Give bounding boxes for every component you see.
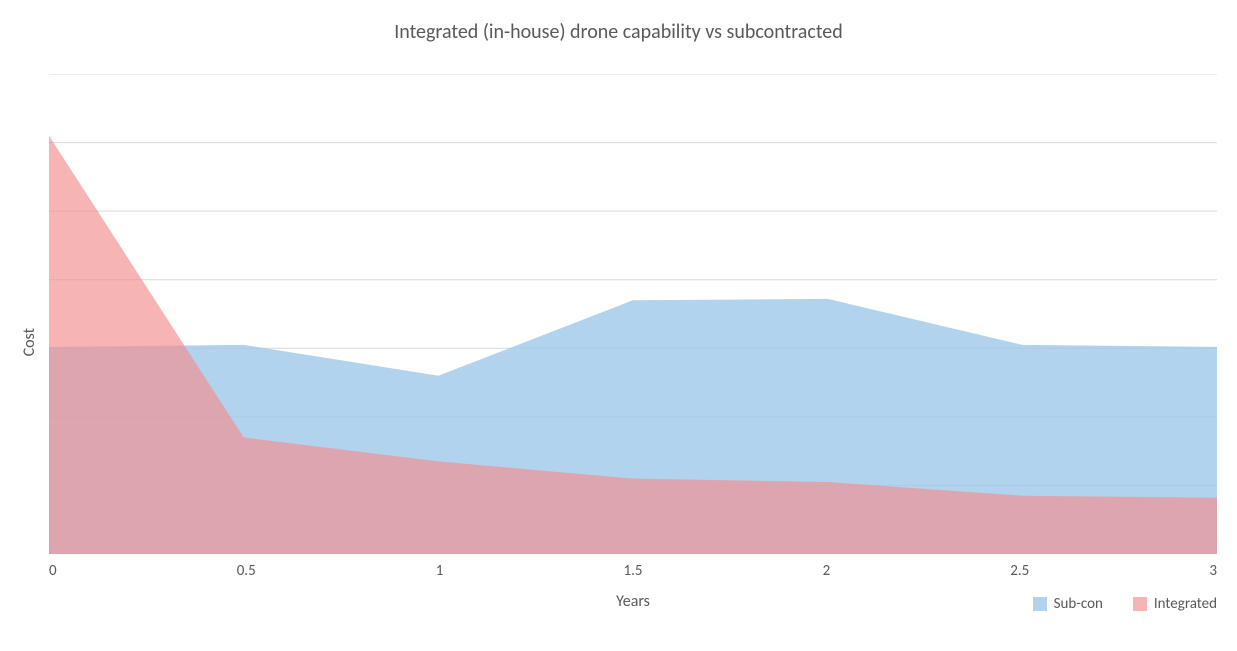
legend-item-integrated: Integrated [1133,595,1217,613]
chart-body: Cost 00.511.522.53 Years [20,74,1217,611]
x-tick: 2.5 [1010,562,1029,580]
x-tick: 0 [49,562,57,580]
area-chart: Integrated (in-house) drone capability v… [20,20,1217,613]
x-tick: 1 [436,562,444,580]
x-tick: 0.5 [237,562,256,580]
legend-item-sub-con: Sub-con [1033,595,1103,613]
legend-label: Integrated [1154,595,1217,613]
x-axis-ticks: 0 0.5 1 1.5 2 2.5 3 [49,562,1217,580]
x-tick: 1.5 [624,562,643,580]
x-tick: 2 [823,562,831,580]
plot-svg [49,74,1217,554]
plot-area [49,74,1217,554]
chart-title: Integrated (in-house) drone capability v… [20,20,1217,44]
x-tick: 3 [1209,562,1217,580]
y-axis-label: Cost [20,328,39,356]
legend-swatch [1033,597,1047,611]
legend-swatch [1133,597,1147,611]
legend-label: Sub-con [1054,595,1103,613]
plot-wrap: 00.511.522.53 Years [49,74,1217,611]
